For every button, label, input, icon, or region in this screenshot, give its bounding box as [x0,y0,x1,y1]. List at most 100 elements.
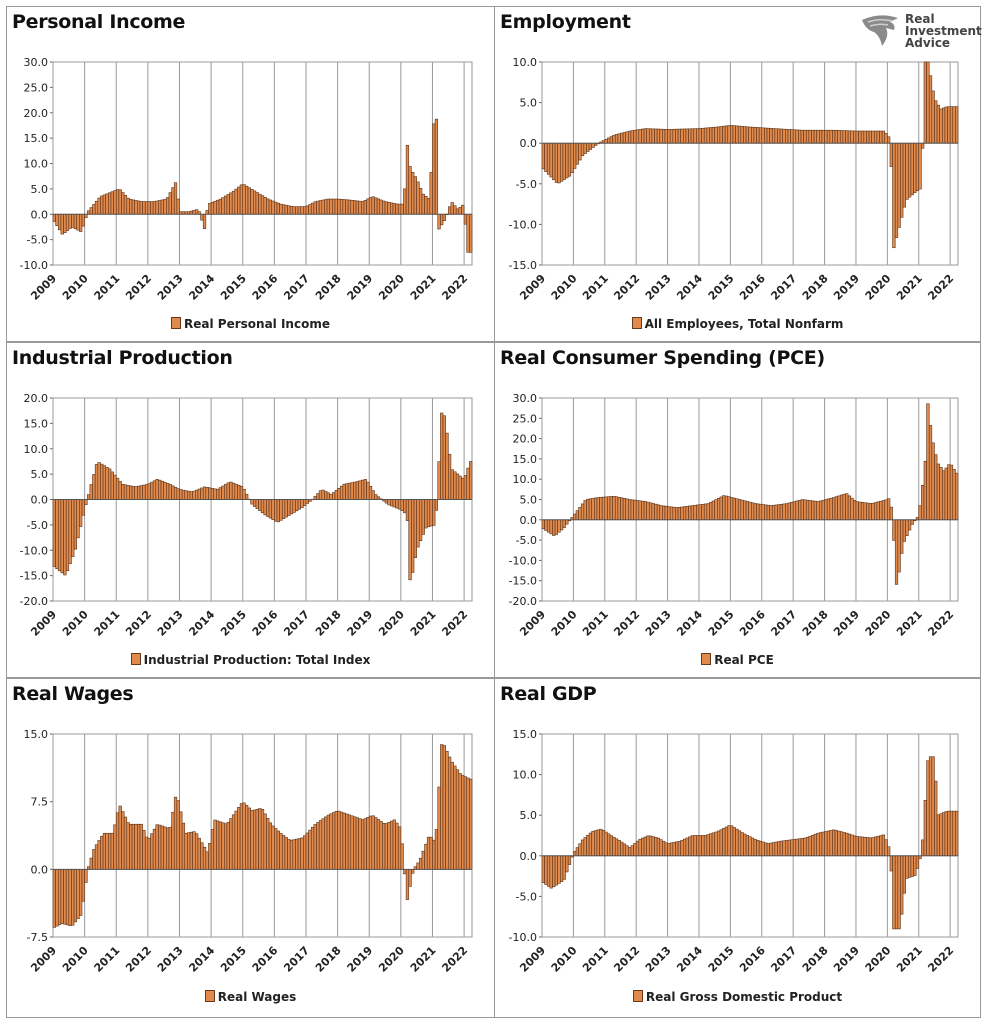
bar [839,494,844,521]
bar [905,142,909,200]
bar [387,202,391,215]
bar [706,127,710,144]
bar [321,489,325,500]
bar [565,855,569,873]
bar [955,472,959,521]
bar [821,129,825,144]
bar [774,128,778,144]
bar [594,497,598,521]
bar [696,128,700,144]
bar [94,464,99,500]
bar [450,469,454,500]
bar [208,203,212,215]
bar [397,826,402,870]
bar [97,462,101,500]
bar [565,519,569,525]
bar [544,855,548,885]
bar [894,855,899,930]
bar [440,744,444,870]
bar [102,194,107,215]
bar [939,467,943,521]
bar [255,192,259,215]
bar [292,499,296,513]
bar [887,498,891,521]
bar [197,488,201,500]
bar [672,128,676,144]
bar [368,486,373,500]
bar [413,176,417,215]
bar [326,814,330,870]
bar [894,142,899,238]
y-tick-label: -5.0 [27,519,48,532]
bar [297,838,302,870]
bar [432,499,436,526]
bar [258,499,262,512]
bar [463,776,468,870]
bar [837,830,841,857]
bar-series [52,118,473,253]
bar [596,829,600,857]
bar [418,187,423,215]
bar [641,500,645,521]
bar [675,128,679,144]
chart-title: Personal Income [12,11,186,33]
bar [192,490,196,500]
bar [289,839,294,870]
bar [250,810,254,870]
bar [777,841,781,857]
bar [761,504,765,521]
bar [108,832,112,870]
bar [625,498,629,521]
bar [382,200,386,215]
bar [89,484,93,500]
bar [743,833,747,857]
bar [813,129,818,144]
bar [92,474,96,500]
bar [139,201,143,215]
bar [366,817,370,870]
x-tick-label: 2014 [674,944,705,975]
bar [732,497,736,521]
bar [139,823,143,870]
bar [213,200,217,215]
x-tick-label: 2013 [155,944,186,975]
bar [339,199,344,215]
bar [458,206,462,215]
bar [94,200,99,215]
bar [447,756,452,870]
bar [764,842,768,857]
bar [384,823,388,870]
bar [892,142,896,249]
y-tick-label: -10.0 [20,544,48,557]
bar [163,199,167,215]
bar [200,487,204,500]
bar [816,501,820,521]
bar [453,205,457,215]
bar [819,129,823,144]
bar [258,808,262,870]
bar [771,128,776,144]
bar [52,869,56,928]
bar [646,501,650,521]
bar [622,843,627,857]
bar [578,142,582,161]
bar [334,811,338,870]
bar [313,201,317,215]
bar [216,820,220,870]
x-tick-label: 2022 [439,944,470,975]
bar [887,846,891,857]
bar [850,497,854,521]
bar [918,505,922,521]
bar [662,840,666,857]
bar [100,463,104,500]
y-tick-label: 0.0 [31,494,49,507]
bar [390,820,394,870]
bar [450,202,454,215]
bar [560,142,564,182]
bar [826,830,831,857]
x-tick-label: 2019 [345,944,376,975]
bar [63,213,67,233]
bar [226,482,230,500]
bar [434,499,439,511]
